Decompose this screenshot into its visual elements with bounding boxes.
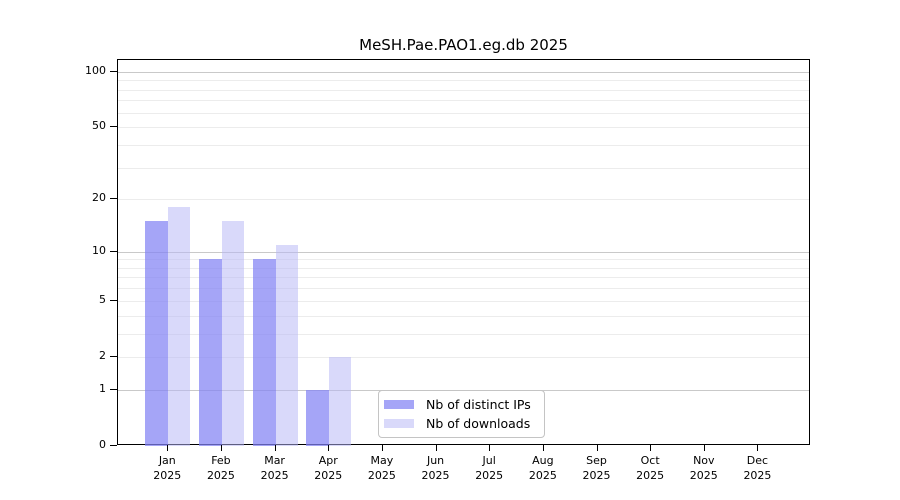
y-gridline-minor xyxy=(118,259,809,261)
bar-downloads xyxy=(275,244,298,446)
x-tick xyxy=(220,445,222,451)
y-tick-label: 2 xyxy=(99,348,106,362)
legend-label-distinct-ips: Nb of distinct IPs xyxy=(426,396,531,412)
y-tick-label: 50 xyxy=(92,119,106,133)
y-gridline-minor xyxy=(118,80,809,82)
y-tick xyxy=(110,198,117,200)
bar-distinct-ips xyxy=(252,259,276,446)
y-gridline-minor xyxy=(118,267,809,269)
y-gridline-minor xyxy=(118,315,809,317)
plot-area xyxy=(117,59,810,446)
y-gridline-minor xyxy=(118,167,809,169)
x-tick xyxy=(274,445,276,451)
x-tick-label: Jul 2025 xyxy=(475,454,504,482)
y-tick-label: 20 xyxy=(92,191,106,205)
legend-item-distinct-ips: Nb of distinct IPs xyxy=(384,396,544,412)
y-gridline-major xyxy=(118,71,809,73)
bar-downloads xyxy=(221,221,244,446)
y-gridline-minor xyxy=(118,333,809,335)
x-tick xyxy=(542,445,544,451)
y-gridline-minor xyxy=(118,288,809,290)
bar-downloads xyxy=(329,356,352,446)
x-tick-label: Jan 2025 xyxy=(153,454,182,482)
y-gridline-minor xyxy=(118,144,809,146)
x-tick-label: Aug 2025 xyxy=(528,454,557,482)
x-tick xyxy=(328,445,330,451)
y-tick xyxy=(110,126,117,128)
y-gridline-minor xyxy=(118,89,809,91)
x-tick-label: May 2025 xyxy=(367,454,396,482)
y-tick xyxy=(110,445,117,446)
y-gridline-minor xyxy=(118,300,809,302)
x-tick xyxy=(650,445,652,451)
x-tick xyxy=(381,445,383,451)
y-tick-label: 100 xyxy=(85,63,106,77)
x-tick xyxy=(489,445,491,451)
y-gridline-minor xyxy=(118,277,809,279)
bar-downloads xyxy=(168,207,191,446)
x-tick-label: Mar 2025 xyxy=(260,454,289,482)
y-tick-label: 10 xyxy=(92,243,106,257)
legend-swatch-downloads xyxy=(384,419,414,428)
y-gridline-minor xyxy=(118,112,809,114)
y-tick xyxy=(110,299,117,301)
y-tick-label: 0 xyxy=(99,438,106,451)
x-tick xyxy=(703,445,705,451)
y-gridline-major xyxy=(118,251,809,253)
x-tick xyxy=(167,445,169,451)
x-tick-label: Jun 2025 xyxy=(421,454,450,482)
y-tick xyxy=(110,250,117,252)
bar-distinct-ips xyxy=(306,389,330,446)
x-tick xyxy=(596,445,598,451)
bar-distinct-ips xyxy=(198,259,222,446)
legend: Nb of distinct IPs Nb of downloads xyxy=(378,390,545,438)
legend-item-downloads: Nb of downloads xyxy=(384,415,544,431)
legend-swatch-distinct-ips xyxy=(384,400,414,409)
x-tick-label: Feb 2025 xyxy=(206,454,235,482)
x-tick-label: Oct 2025 xyxy=(636,454,665,482)
x-tick xyxy=(757,445,759,451)
x-tick-label: Dec 2025 xyxy=(743,454,772,482)
x-tick-label: Apr 2025 xyxy=(314,454,343,482)
chart-title: MeSH.Pae.PAO1.eg.db 2025 xyxy=(359,36,568,54)
bar-distinct-ips xyxy=(145,221,169,446)
x-tick-label: Nov 2025 xyxy=(689,454,718,482)
y-tick-label: 5 xyxy=(99,292,106,306)
y-tick-label: 1 xyxy=(99,381,106,395)
y-tick xyxy=(110,355,117,357)
y-gridline-minor xyxy=(118,100,809,102)
y-gridline-minor xyxy=(118,356,809,358)
y-gridline-minor xyxy=(118,127,809,129)
x-tick xyxy=(435,445,437,451)
y-tick xyxy=(110,70,117,72)
y-tick xyxy=(110,388,117,390)
y-gridline-minor xyxy=(118,199,809,201)
legend-label-downloads: Nb of downloads xyxy=(426,415,531,431)
x-tick-label: Sep 2025 xyxy=(582,454,611,482)
